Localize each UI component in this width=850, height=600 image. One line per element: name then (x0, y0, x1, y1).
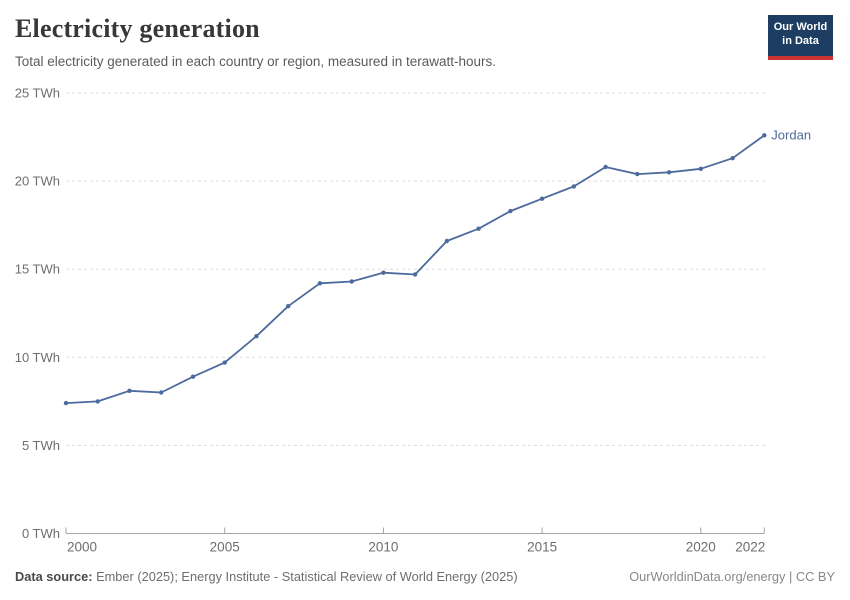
data-source: Data source: Ember (2025); Energy Instit… (15, 569, 518, 584)
y-axis-label: 0 TWh (22, 526, 60, 541)
data-point (95, 399, 100, 404)
logo-line2: in Data (782, 35, 819, 48)
y-axis-label: 15 TWh (15, 262, 60, 277)
y-axis-label: 20 TWh (15, 174, 60, 189)
line-chart-canvas[interactable]: 0 TWh 5 TWh 10 TWh 15 TWh 20 TWh 25 TWh 2000 20… (0, 80, 850, 560)
data-point (635, 171, 640, 177)
x-axis-label: 2005 (210, 540, 240, 555)
logo-line1: Our World (773, 21, 828, 33)
data-point (349, 279, 354, 284)
data-point (603, 164, 608, 170)
x-axis-label: 2022 (735, 540, 765, 555)
page-title: Electricity generation (15, 14, 260, 43)
x-axis-label: 2000 (67, 540, 97, 555)
data-point (571, 184, 577, 189)
data-source-label: Data source: (15, 569, 93, 584)
owid-logo[interactable]: Our World in Data (768, 15, 833, 60)
data-point (127, 388, 132, 393)
data-point (730, 156, 735, 161)
data-point (508, 208, 513, 214)
series-label-jordan[interactable]: Jordan (771, 127, 811, 142)
license-link[interactable]: OurWorldinData.org/energy | CC BY (629, 569, 835, 584)
data-point (698, 166, 703, 171)
data-point (381, 270, 386, 275)
data-source-text: Ember (2025); Energy Institute - Statist… (92, 569, 518, 584)
data-point (286, 304, 291, 309)
data-point (159, 390, 164, 395)
data-point (476, 226, 481, 231)
y-axis-label: 25 TWh (15, 86, 60, 101)
data-point (762, 133, 767, 138)
data-point (666, 170, 672, 175)
y-axis-label: 5 TWh (22, 438, 60, 453)
x-axis-label: 2020 (686, 540, 716, 555)
data-point (444, 238, 450, 244)
x-axis-label: 2010 (368, 540, 398, 555)
x-axis-label: 2015 (527, 540, 557, 555)
data-point (254, 334, 259, 339)
data-point (539, 196, 545, 201)
data-point (63, 400, 69, 406)
chart-subtitle: Total electricity generated in each coun… (15, 54, 496, 69)
data-point (222, 360, 227, 365)
y-axis-label: 10 TWh (15, 350, 60, 365)
data-point (190, 374, 196, 379)
data-point (317, 281, 323, 286)
data-point (412, 272, 418, 277)
